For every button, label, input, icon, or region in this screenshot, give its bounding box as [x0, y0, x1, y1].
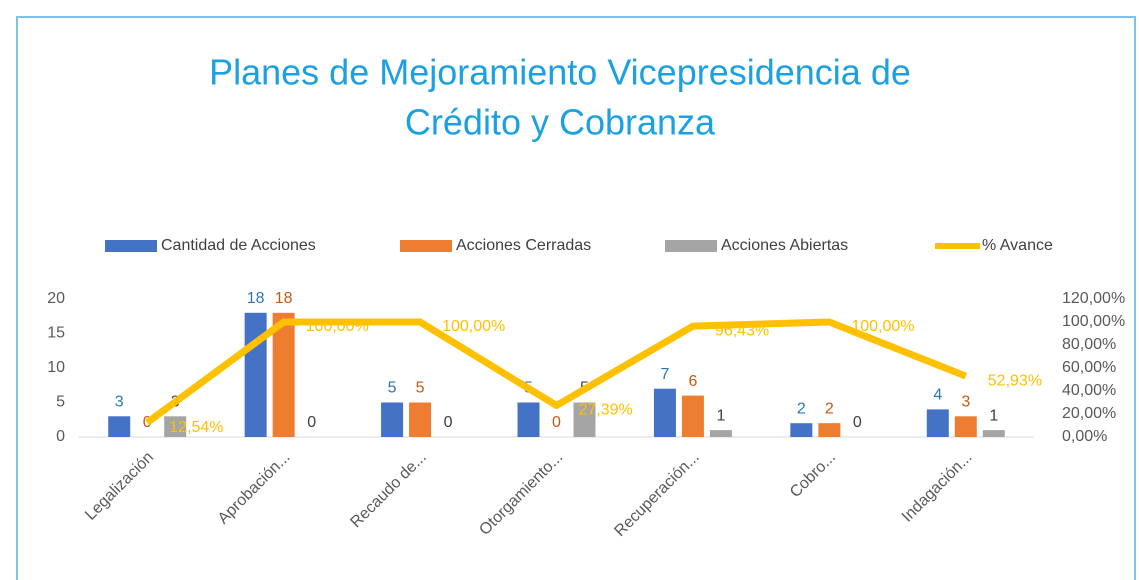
bar — [653, 388, 676, 437]
chart-frame — [16, 16, 1136, 580]
data-label: 2 — [797, 400, 806, 417]
bar — [381, 402, 404, 437]
y-tick-label: 20 — [47, 290, 65, 307]
bar — [709, 430, 732, 437]
bar — [681, 395, 704, 437]
data-label: 7 — [660, 366, 669, 383]
bar — [108, 416, 131, 437]
chart-title: Crédito y Cobranza — [405, 102, 716, 143]
data-label: 12,54% — [169, 419, 223, 436]
data-label: 6 — [688, 373, 697, 390]
bar — [954, 416, 977, 437]
legend-label: Acciones Cerradas — [456, 237, 591, 254]
y2-tick-label: 20,00% — [1062, 405, 1116, 422]
data-label: 3 — [961, 394, 970, 411]
y2-tick-label: 120,00% — [1062, 290, 1125, 307]
line — [145, 318, 968, 426]
data-label: 1 — [716, 407, 725, 424]
bar — [790, 423, 813, 437]
bar — [272, 312, 295, 437]
y2-tick-label: 80,00% — [1062, 336, 1116, 353]
data-label: 0 — [143, 414, 152, 431]
legend-swatch — [400, 240, 452, 252]
legend-swatch — [105, 240, 157, 252]
bar — [409, 402, 432, 437]
data-label: 96,43% — [715, 322, 769, 339]
bar — [164, 416, 187, 437]
data-label: 4 — [933, 387, 942, 404]
data-label: 5 — [388, 380, 397, 397]
y2-tick-label: 60,00% — [1062, 359, 1116, 376]
data-label: 0 — [853, 414, 862, 431]
bar — [573, 402, 596, 437]
y-tick-label: 0 — [56, 428, 65, 445]
y-tick-label: 15 — [47, 325, 65, 342]
y2-tick-label: 40,00% — [1062, 382, 1116, 399]
legend-label: % Avance — [982, 237, 1053, 254]
y-tick-label: 5 — [56, 394, 65, 411]
bar — [982, 430, 1005, 437]
bar — [818, 423, 841, 437]
legend-label: Cantidad de Acciones — [161, 237, 316, 254]
data-label: 18 — [247, 290, 265, 307]
data-label: 0 — [307, 414, 316, 431]
data-label: 100,00% — [442, 318, 505, 335]
data-label: 100,00% — [851, 318, 914, 335]
data-label: 18 — [275, 290, 293, 307]
data-label: 1 — [989, 407, 998, 424]
legend-swatch — [665, 240, 717, 252]
data-label: 3 — [115, 394, 124, 411]
data-label: 2 — [825, 400, 834, 417]
data-label: 52,93% — [988, 372, 1042, 389]
bar — [926, 409, 949, 437]
legend-label: Acciones Abiertas — [721, 237, 848, 254]
data-label: 27,39% — [579, 402, 633, 419]
data-label: 5 — [416, 380, 425, 397]
data-label: 0 — [552, 414, 561, 431]
y-tick-label: 10 — [47, 359, 65, 376]
y2-tick-label: 100,00% — [1062, 313, 1125, 330]
chart-title: Planes de Mejoramiento Vicepresidencia d… — [209, 52, 911, 93]
bar — [244, 312, 267, 437]
data-label: 0 — [444, 414, 453, 431]
data-label: 100,00% — [306, 318, 369, 335]
y2-tick-label: 0,00% — [1062, 428, 1107, 445]
bar — [517, 402, 540, 437]
